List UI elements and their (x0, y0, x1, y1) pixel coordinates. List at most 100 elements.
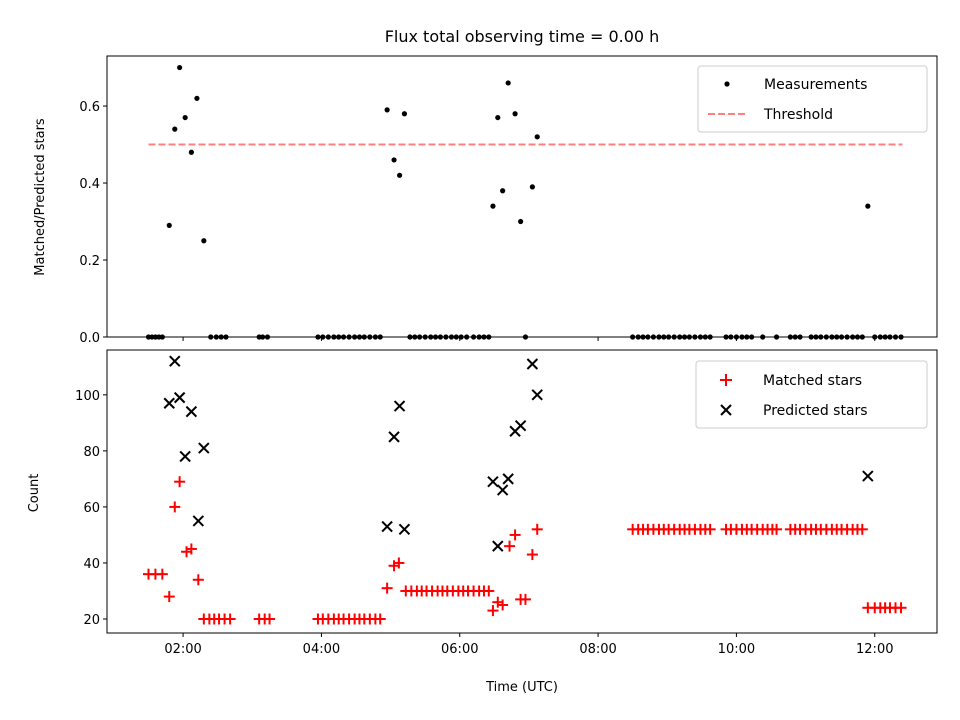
predicted-star-point (163, 397, 175, 409)
predicted-star-point (185, 405, 198, 418)
predicted-star-point (381, 520, 393, 533)
matched-star-point (163, 591, 175, 603)
measurement-point (182, 114, 188, 121)
chart-title: Flux total observing time = 0.00 h (385, 27, 660, 46)
predicted-star-point (169, 355, 181, 367)
y-tick-label: 0.0 (79, 331, 100, 346)
predicted-star-point (192, 515, 205, 527)
bottom-x-ticks: 02:00 04:00 06:00 08:00 10:00 12:00 (164, 633, 893, 657)
measurement-point (384, 107, 390, 113)
measurement-point (172, 126, 178, 132)
predicted-star-point (502, 473, 514, 485)
matched-star-point (526, 549, 538, 561)
measurement-point (534, 134, 540, 140)
legend-predicted-marker (720, 404, 732, 416)
matched-star-point (393, 557, 405, 569)
predicted-star-point (173, 391, 186, 404)
top-legend-box (697, 65, 928, 133)
matched-star-point (509, 529, 521, 541)
x-stroke-b (862, 470, 874, 482)
measurement-point (188, 149, 194, 155)
predicted-star-point (198, 442, 210, 454)
y-tick-label: 20 (83, 613, 100, 628)
x-tick-label: 12:00 (856, 642, 893, 657)
matched-star-point (185, 543, 197, 555)
measurement-point (166, 222, 172, 228)
x-stroke-b (502, 473, 514, 485)
measurement-point (500, 188, 506, 194)
x-stroke-b (381, 520, 393, 533)
matched-star-point (483, 585, 495, 597)
measurement-point (495, 114, 501, 121)
predicted-star-point (393, 400, 406, 412)
measurement-point (865, 203, 871, 209)
bottom-legend: Matched stars Predicted stars (695, 360, 928, 429)
predicted-star-point (388, 431, 400, 443)
y-tick-label: 60 (83, 501, 100, 516)
legend-matched-marker (720, 374, 732, 386)
legend-matched-label: Matched stars (763, 373, 862, 389)
measurement-point (401, 111, 408, 117)
x-stroke-b (496, 484, 509, 496)
matched-star-point (519, 593, 531, 605)
predicted-star-point (179, 450, 191, 463)
x-stroke-b (526, 358, 539, 370)
predicted-star-point (496, 484, 509, 496)
top-panel: 0.0 0.2 0.4 0.6 Matched/Predicted stars Mea… (33, 55, 938, 346)
x-stroke-b (169, 355, 181, 367)
x-stroke-b (492, 540, 504, 552)
x-stroke-b (163, 397, 175, 409)
x-tick-label: 02:00 (164, 642, 201, 657)
x-stroke-b (388, 431, 400, 443)
x-tick-label: 04:00 (303, 642, 340, 657)
x-stroke-b (179, 450, 191, 463)
y-tick-label: 0.6 (79, 100, 100, 115)
y-tick-label: 40 (83, 557, 100, 572)
top-axes-frame (106, 55, 938, 338)
x-stroke-b (531, 389, 543, 401)
matched-star-point (504, 540, 516, 552)
matched-star-point (169, 501, 181, 513)
measurement-point (391, 157, 397, 163)
measurement-point (512, 111, 518, 117)
predicted-star-point (526, 358, 539, 370)
x-tick-label: 08:00 (579, 642, 616, 657)
matched-star-point (174, 476, 186, 488)
y-tick-label: 0.4 (79, 177, 100, 192)
bottom-y-axis-label: Count (27, 474, 42, 513)
matched-star-point (192, 574, 204, 586)
predicted-star-point (492, 540, 504, 552)
matched-star-point (856, 523, 868, 535)
matched-star-point (264, 613, 276, 625)
bottom-marks (143, 355, 907, 625)
top-y-ticks: 0.0 0.2 0.4 0.6 (79, 100, 107, 346)
x-stroke-b (393, 400, 406, 412)
bottom-axes-frame (106, 349, 938, 634)
matched-star-point (771, 523, 783, 535)
x-stroke-b (198, 442, 210, 454)
x-stroke-b (173, 391, 186, 404)
measurement-point (194, 95, 200, 101)
matched-star-point (895, 602, 907, 614)
measurement-point (177, 64, 183, 71)
measurement-point (490, 203, 496, 209)
bottom-x-axis-label: Time (UTC) (485, 680, 558, 695)
measurement-point (529, 184, 535, 190)
legend-predicted-label: Predicted stars (763, 403, 868, 419)
predicted-star-point (514, 419, 527, 432)
legend-measurements-label: Measurements (764, 77, 867, 93)
matched-star-point (497, 599, 509, 611)
legend-measurements-marker (724, 81, 730, 87)
matched-star-point (531, 523, 543, 535)
matched-star-point (487, 605, 499, 617)
matched-star-point (374, 613, 386, 625)
x-stroke-b (185, 405, 198, 418)
bottom-legend-box (695, 360, 928, 429)
measurement-point (396, 172, 403, 178)
x-tick-label: 06:00 (441, 642, 478, 657)
measurement-point (505, 80, 511, 86)
y-tick-label: 80 (83, 445, 100, 460)
predicted-star-point (862, 470, 874, 482)
bottom-y-ticks: 20 40 60 80 100 (75, 389, 107, 628)
